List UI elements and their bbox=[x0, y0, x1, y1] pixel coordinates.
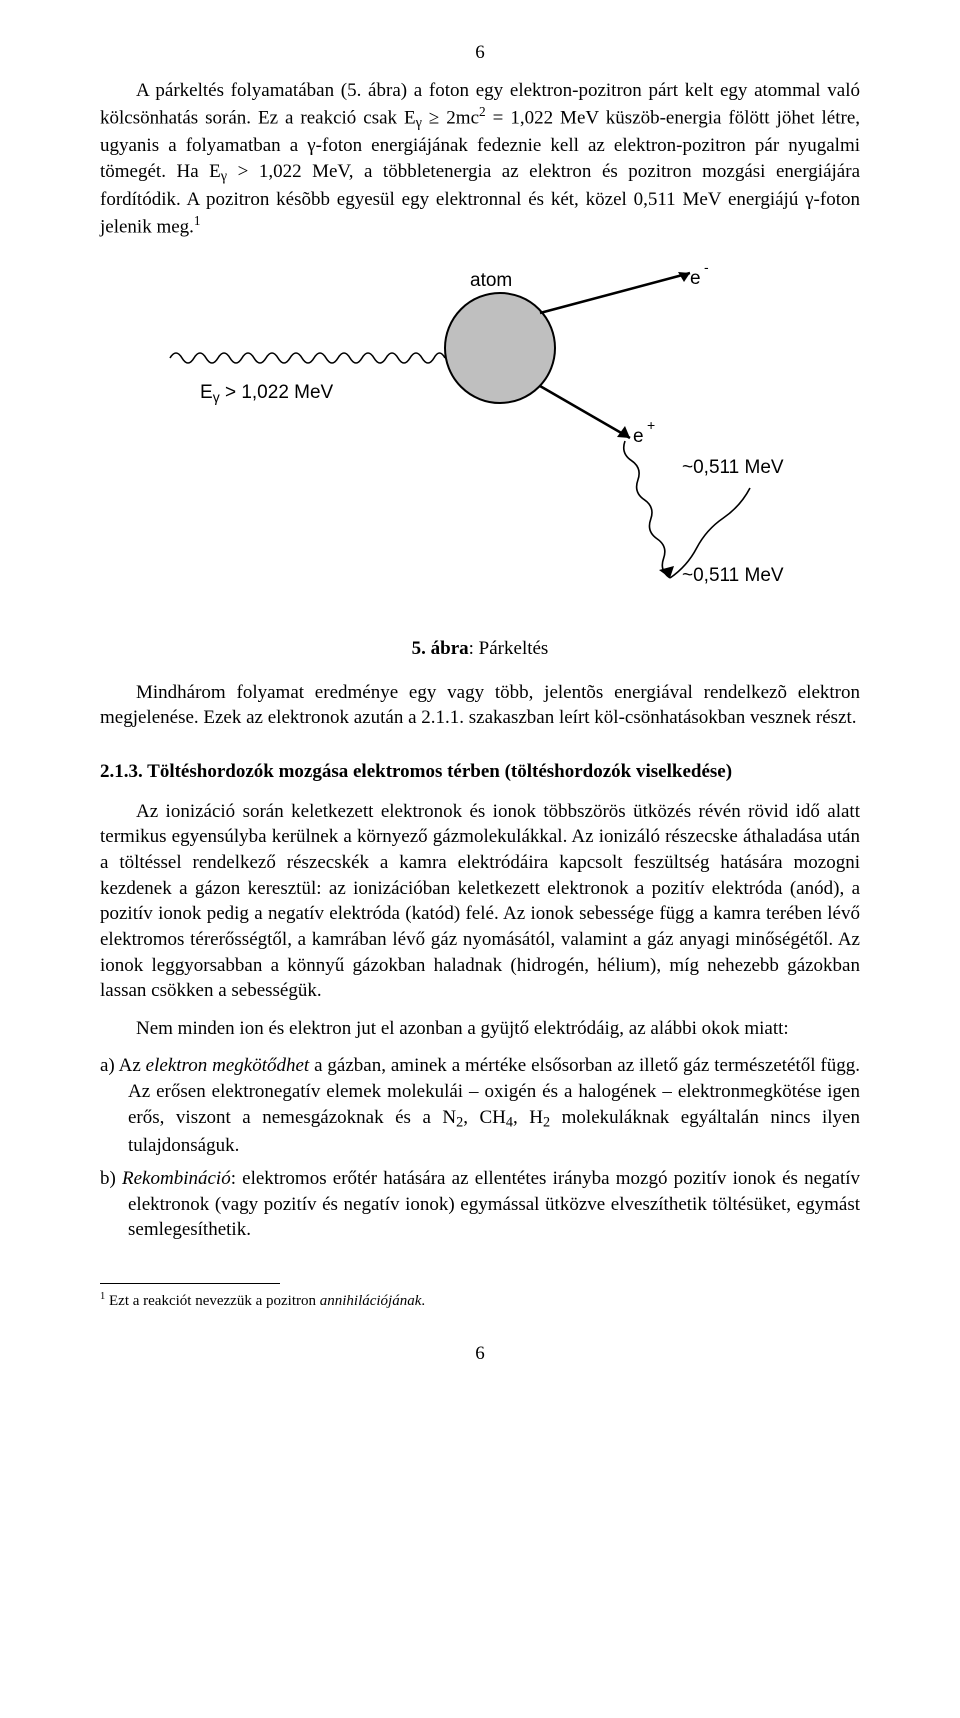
text: Ezt a reakciót nevezzük a pozitron bbox=[105, 1293, 319, 1309]
svg-text:-: - bbox=[704, 259, 709, 275]
svg-text:atom: atom bbox=[470, 270, 512, 291]
footnote-rule bbox=[100, 1283, 280, 1284]
italic-electron-capture: elektron megkötődhet bbox=[146, 1055, 310, 1076]
figure-5-diagram: atomEγ > 1,022 MeVe-e+~0,511 MeV~0,511 M… bbox=[100, 258, 860, 626]
page: 6 A párkeltés folyamatában (5. ábra) a f… bbox=[0, 0, 960, 1427]
svg-text:~0,511 MeV: ~0,511 MeV bbox=[682, 565, 784, 586]
svg-text:+: + bbox=[647, 417, 655, 433]
section-2-1-3-title: 2.1.3. Töltéshordozók mozgása elektromos… bbox=[100, 759, 860, 785]
page-number-bottom: 6 bbox=[100, 1341, 860, 1367]
subscript: 4 bbox=[506, 1114, 513, 1130]
page-number-top: 6 bbox=[100, 40, 860, 66]
text: ≥ 2mc bbox=[422, 108, 479, 129]
text: b) bbox=[100, 1168, 122, 1189]
paragraph-not-all-ions: Nem minden ion és elektron jut el azonba… bbox=[100, 1016, 860, 1042]
footnote-1: 1 Ezt a reakciót nevezzük a pozitron ann… bbox=[100, 1290, 860, 1311]
list-item-a: a) Az elektron megkötődhet a gázban, ami… bbox=[100, 1053, 860, 1158]
paragraph-pairproduction: A párkeltés folyamatában (5. ábra) a fot… bbox=[100, 78, 860, 241]
figure-5-caption: 5. ábra: Párkeltés bbox=[100, 636, 860, 662]
caption-bold: 5. ábra bbox=[412, 638, 469, 659]
text: , H bbox=[513, 1107, 543, 1128]
svg-text:e: e bbox=[633, 426, 644, 447]
two-superscript: 2 bbox=[479, 104, 486, 119]
text: , CH bbox=[463, 1107, 506, 1128]
list-item-b: b) Rekombináció: elektromos erőtér hatás… bbox=[100, 1166, 860, 1243]
svg-text:e: e bbox=[690, 268, 701, 289]
caption-rest: : Párkeltés bbox=[469, 638, 549, 659]
text: : elektromos erőtér hatására az ellentét… bbox=[128, 1168, 860, 1240]
paragraph-ionization: Az ionizáció során keletkezett elektrono… bbox=[100, 799, 860, 1004]
pair-production-svg: atomEγ > 1,022 MeVe-e+~0,511 MeV~0,511 M… bbox=[130, 258, 830, 618]
paragraph-summary: Mindhárom folyamat eredménye egy vagy tö… bbox=[100, 680, 860, 731]
text: . bbox=[421, 1293, 425, 1309]
italic-recombination: Rekombináció bbox=[122, 1168, 231, 1189]
italic-annihilation: annihilációjának bbox=[320, 1293, 422, 1309]
svg-text:~0,511 MeV: ~0,511 MeV bbox=[682, 457, 784, 478]
text: a) Az bbox=[100, 1055, 146, 1076]
footnote-ref: 1 bbox=[194, 213, 201, 228]
svg-text:Eγ > 1,022 MeV: Eγ > 1,022 MeV bbox=[200, 382, 334, 405]
